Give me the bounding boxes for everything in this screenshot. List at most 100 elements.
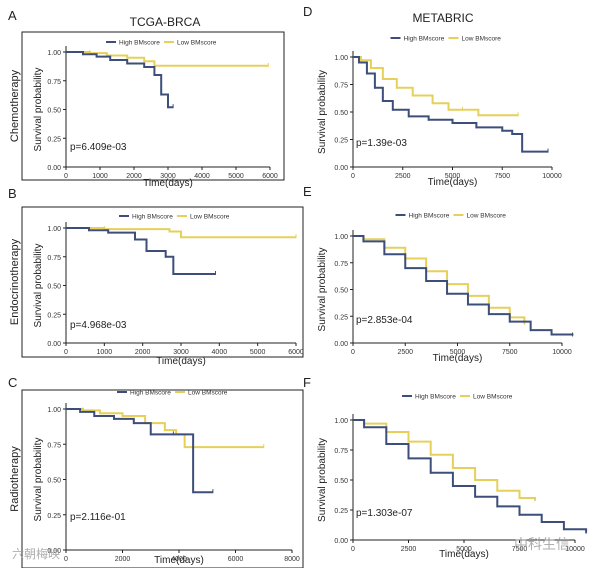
panel-f-pvalue: p=1.303e-07 [356, 508, 413, 519]
panel-d-curve-low [353, 56, 519, 117]
panel-a-x-tick-label: 6000 [262, 173, 278, 180]
panel-b-legend-label: Low BMscore [190, 214, 230, 221]
panel-a-curve-high [66, 51, 174, 109]
panel-c-y-tick-label: 0.00 [47, 548, 61, 555]
watermark-left: 六朝梅映 [12, 547, 61, 561]
panel-b: B Endocrinotherapy 0.00 0.25 0.50 0.75 1.00 0 10… [8, 186, 304, 367]
panel-a-x-tick-label: 3000 [160, 173, 176, 180]
panel-e-y-tick-label: 0.00 [334, 341, 348, 348]
panel-d-legend-label: High BMscore [404, 36, 445, 43]
panel-d-x-label: Time(days) [428, 177, 478, 188]
panel-f-y-tick-label: 1.00 [334, 418, 348, 425]
panel-a-y-tick-label: 0.50 [47, 108, 61, 115]
panel-b-frame [21, 206, 304, 358]
panel-c-curve-high [66, 408, 213, 494]
panel-e-x-label: Time(days) [433, 353, 483, 364]
panel-f-curve-high [353, 419, 588, 533]
panel-a: A Chemotherapy 0.00 0.25 0.50 0.75 1.00 0 1000 20… [8, 8, 285, 189]
panel-f-x-tick-label: 2500 [401, 546, 417, 553]
panel-f-x-tick-label: 10000 [565, 546, 585, 553]
watermark-right: 中科生信 [514, 537, 570, 553]
panel-b-y-tick-label: 1.00 [47, 226, 61, 233]
panel-e-x-tick-label: 7500 [502, 349, 518, 356]
panel-c-row-label: Radiotherapy [9, 446, 21, 512]
panel-a-letter: A [8, 8, 17, 23]
panel-d-curve-high [353, 56, 549, 153]
panel-f-y-tick-label: 0.75 [334, 448, 348, 455]
panel-d-y-tick-label: 0.75 [334, 83, 348, 90]
panel-d-y-label: Survival probability [317, 70, 328, 154]
panel-d: D 0.00 0.25 0.50 0.75 1.00 0 2500 5000 7500 10000 T… [303, 4, 562, 188]
panel-b-x-tick-label: 1000 [97, 349, 113, 356]
panel-d-x-tick-label: 5000 [445, 173, 461, 180]
panel-e-legend-label: High BMscore [409, 213, 450, 220]
panel-d-x-tick-label: 2500 [395, 173, 411, 180]
panel-a-x-label: Time(days) [143, 178, 193, 189]
panel-c-y-tick-label: 0.25 [47, 513, 61, 520]
panel-c-x-tick-label: 4000 [171, 556, 187, 563]
panel-d-x-tick-label: 7500 [494, 173, 510, 180]
panel-b-x-label: Time(days) [156, 356, 206, 367]
panel-d-y-tick-label: 1.00 [334, 55, 348, 62]
panel-e-y-label: Survival probability [317, 248, 328, 332]
panel-a-x-tick-label: 2000 [126, 173, 142, 180]
panel-c-x-tick-label: 0 [64, 556, 68, 563]
panel-c-y-label: Survival probability [33, 438, 44, 522]
panel-a-y-label: Survival probability [33, 68, 44, 152]
title-right: METABRIC [412, 11, 473, 25]
panel-a-y-tick-label: 0.75 [47, 79, 61, 86]
panel-f-curve-low [353, 419, 537, 501]
panel-f-y-tick-label: 0.50 [334, 478, 348, 485]
panel-e-y-tick-label: 0.25 [334, 314, 348, 321]
panel-b-x-tick-label: 5000 [250, 349, 266, 356]
panel-e-pvalue: p=2.853e-04 [356, 315, 413, 326]
panel-d-y-tick-label: 0.50 [334, 110, 348, 117]
panel-e-y-tick-label: 0.75 [334, 261, 348, 268]
panel-b-y-label: Survival probability [33, 244, 44, 328]
panel-e-letter: E [303, 184, 312, 199]
panel-f-y-tick-label: 0.00 [334, 538, 348, 545]
panel-b-x-tick-label: 0 [64, 349, 68, 356]
title-left: TCGA-BRCA [130, 15, 201, 29]
panel-f-letter: F [303, 375, 311, 390]
panel-e-x-tick-label: 5000 [450, 349, 466, 356]
panel-a-x-tick-label: 0 [64, 173, 68, 180]
panel-b-pvalue: p=4.968e-03 [70, 320, 127, 331]
panel-c-legend-label: High BMscore [130, 390, 171, 397]
panel-b-x-tick-label: 3000 [173, 349, 189, 356]
panel-f-x-tick-label: 7500 [512, 546, 528, 553]
panel-b-y-tick-label: 0.00 [47, 341, 61, 348]
panel-b-legend-label: High BMscore [132, 214, 173, 221]
panel-e-x-tick-label: 0 [351, 349, 355, 356]
panel-c-y-tick-label: 0.75 [47, 442, 61, 449]
panel-f-x-tick-label: 5000 [456, 546, 472, 553]
panel-e-y-tick-label: 1.00 [334, 234, 348, 241]
panel-d-letter: D [303, 4, 312, 19]
panel-b-letter: B [8, 186, 17, 201]
panel-c-letter: C [8, 375, 17, 390]
panel-c-legend-label: Low BMscore [188, 390, 228, 397]
panel-d-y-tick-label: 0.00 [334, 165, 348, 172]
panel-b-y-tick-label: 0.50 [47, 284, 61, 291]
panel-a-y-tick-label: 0.25 [47, 136, 61, 143]
panel-b-row-label: Endocrinotherapy [9, 238, 21, 325]
panel-a-x-tick-label: 1000 [92, 173, 108, 180]
panel-a-legend-label: High BMscore [119, 40, 160, 47]
panel-e-y-tick-label: 0.50 [334, 288, 348, 295]
panel-f-x-label: Time(days) [439, 549, 489, 560]
panel-f-legend-label: High BMscore [415, 394, 456, 401]
panel-c: C Radiotherapy 0.00 0.25 0.50 0.75 1.00 0 2000 40… [8, 375, 304, 568]
panel-f-y-label: Survival probability [317, 438, 328, 522]
panel-e-x-tick-label: 2500 [397, 349, 413, 356]
panel-c-x-label: Time(days) [154, 555, 204, 566]
panel-c-x-tick-label: 6000 [228, 556, 244, 563]
panel-a-legend-label: Low BMscore [177, 40, 217, 47]
panel-a-x-tick-label: 4000 [194, 173, 210, 180]
panel-a-x-tick-label: 5000 [228, 173, 244, 180]
panel-f-legend-label: Low BMscore [473, 394, 513, 401]
panel-f-x-tick-label: 0 [351, 546, 355, 553]
panel-b-y-tick-label: 0.75 [47, 255, 61, 262]
panel-d-x-tick-label: 10000 [542, 173, 562, 180]
panel-d-x-tick-label: 0 [351, 173, 355, 180]
